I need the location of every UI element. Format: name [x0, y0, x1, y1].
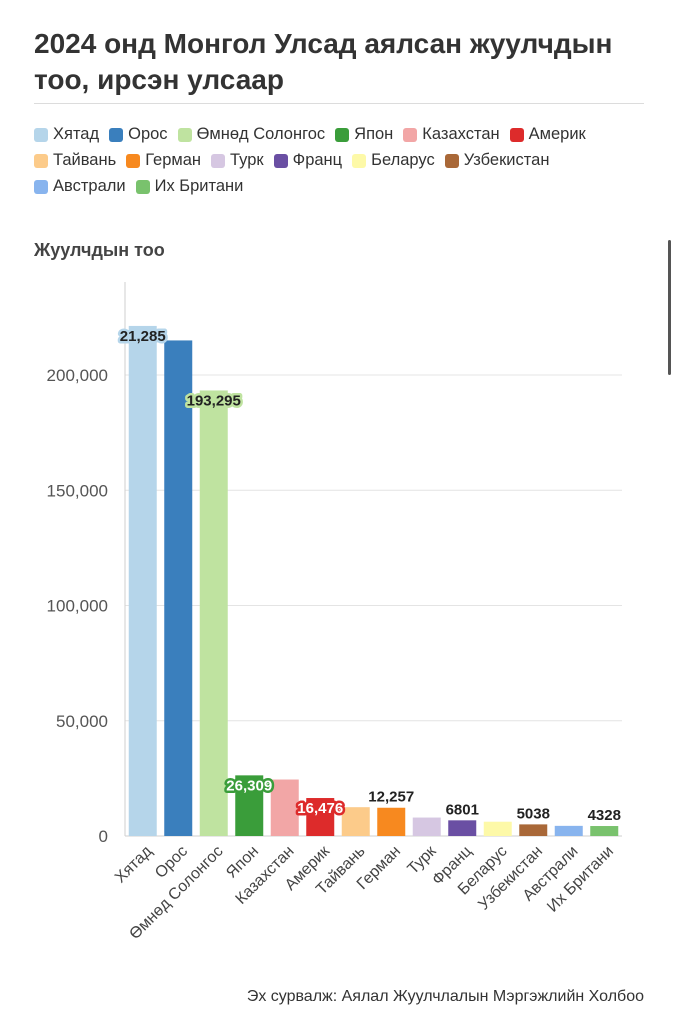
scrollbar[interactable]	[668, 240, 671, 375]
y-tick-label: 0	[99, 827, 108, 846]
legend-label: Япон	[354, 125, 394, 143]
data-label: 6801	[446, 801, 479, 818]
y-tick-label: 150,000	[47, 481, 108, 500]
legend-label: Турк	[230, 151, 264, 169]
bar-14	[590, 826, 619, 836]
x-tick-label: Хятад	[112, 842, 156, 886]
legend-item[interactable]: Франц	[273, 150, 343, 171]
bar-2	[164, 340, 193, 836]
legend-label: Их Британи	[154, 177, 244, 195]
data-label: 193,295	[187, 392, 241, 409]
legend-swatch	[34, 179, 48, 194]
legend-item[interactable]: Өмнөд Солонгос	[177, 124, 326, 145]
legend-swatch	[34, 153, 48, 168]
bar-1	[128, 325, 157, 836]
legend-swatch	[444, 153, 459, 168]
legend-item[interactable]: Япон	[335, 124, 393, 145]
bar-11	[483, 821, 512, 836]
legend-swatch	[273, 153, 288, 168]
legend-item[interactable]: Америк	[509, 124, 586, 145]
source-note: Эх сурвалж: Аялал Жуулчлалын Мэргэжлийн …	[246, 988, 644, 1005]
data-label: 16,476	[297, 800, 343, 817]
legend-item[interactable]: Герман	[126, 150, 201, 171]
legend-label: Орос	[128, 125, 168, 143]
legend-item[interactable]: Узбекистан	[444, 150, 550, 171]
legend-swatch	[34, 127, 48, 142]
bar-12	[519, 824, 548, 836]
legend-swatch	[335, 127, 350, 142]
data-label: 26,309	[226, 777, 272, 794]
bar-5	[270, 779, 299, 836]
legend-swatch	[126, 153, 141, 168]
y-axis-title: Жуулчдын тоо	[34, 240, 165, 260]
bar-13	[554, 825, 583, 836]
legend-label: Хятад	[53, 125, 100, 143]
bar-3	[199, 390, 228, 836]
data-label: 12,257	[368, 789, 414, 806]
data-label: 5038	[517, 805, 550, 822]
legend-item[interactable]: Беларус	[352, 150, 435, 171]
data-label: 4328	[588, 807, 621, 824]
bar-10	[448, 820, 477, 836]
bar-chart: 050,000100,000150,000200,000ХятадОросӨмн…	[47, 282, 622, 943]
legend-swatch	[403, 127, 418, 142]
legend-label: Беларус	[371, 151, 435, 169]
legend-item[interactable]: Орос	[109, 124, 168, 145]
y-tick-label: 50,000	[56, 712, 108, 731]
legend-item[interactable]: Хятад	[34, 124, 99, 145]
legend-label: Өмнөд Солонгос	[196, 125, 326, 143]
chart-title: 2024 онд Монгол Улсад аялсан жуулчдын то…	[34, 28, 613, 95]
legend-swatch	[352, 153, 367, 168]
legend-label: Австрали	[53, 177, 126, 195]
legend-item[interactable]: Тайвань	[34, 150, 116, 171]
legend-item[interactable]: Их Британи	[135, 176, 244, 197]
legend-swatch	[177, 127, 192, 142]
legend-item[interactable]: Турк	[211, 150, 264, 171]
bar-7	[341, 807, 370, 836]
legend-swatch	[109, 127, 124, 142]
bar-9	[412, 817, 441, 836]
legend-item[interactable]: Австрали	[34, 176, 126, 197]
legend-swatch	[509, 127, 524, 142]
legend: Хятад Орос Өмнөд Солонгос Япон Казахстан Амер…	[34, 124, 634, 197]
legend-label: Узбекистан	[463, 151, 550, 169]
legend-label: Казахстан	[422, 125, 500, 143]
legend-label: Тайвань	[53, 151, 117, 169]
data-label: 21,285	[120, 328, 166, 345]
bar-4	[235, 775, 264, 836]
y-tick-label: 100,000	[47, 597, 108, 616]
legend-swatch	[211, 153, 226, 168]
bar-6	[306, 798, 335, 836]
legend-swatch	[135, 179, 150, 194]
y-tick-label: 200,000	[47, 366, 108, 385]
legend-item[interactable]: Казахстан	[403, 124, 500, 145]
legend-label: Франц	[292, 151, 343, 169]
title-divider	[34, 103, 644, 104]
legend-label: Герман	[145, 151, 202, 169]
legend-label: Америк	[528, 125, 586, 143]
bar-8	[377, 807, 406, 836]
